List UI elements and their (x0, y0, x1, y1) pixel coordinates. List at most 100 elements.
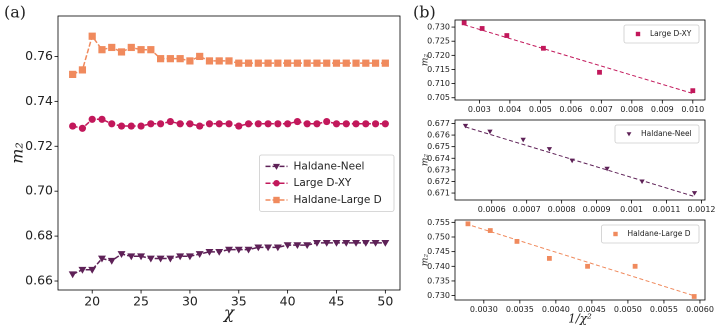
marker (273, 244, 282, 252)
marker (371, 120, 380, 128)
marker (98, 255, 106, 263)
marker (186, 57, 194, 65)
marker (157, 55, 165, 63)
marker (68, 271, 77, 279)
marker (215, 248, 224, 256)
marker (166, 117, 174, 126)
legend: Haldane-Large D (601, 224, 700, 244)
x-tick-label: 0.0040 (542, 305, 570, 314)
y-tick-label: 0.710 (427, 79, 450, 88)
marker (342, 59, 350, 67)
fit-line (465, 223, 697, 297)
marker (98, 115, 106, 123)
x-tick-label: 0.004 (498, 105, 521, 114)
marker (117, 122, 126, 130)
marker (235, 59, 243, 67)
y-tick-label: 0.672 (427, 177, 450, 186)
marker (303, 120, 311, 128)
marker (88, 115, 96, 123)
marker (323, 117, 331, 126)
y-tick-label: 0.735 (427, 276, 450, 285)
legend: Large D-XY (623, 24, 700, 44)
y-tick-label: 0.677 (427, 119, 450, 128)
marker (313, 59, 321, 67)
x-axis-label: χ (223, 304, 236, 324)
y-tick-label: 0.68 (25, 228, 53, 243)
marker (342, 120, 350, 128)
panel-label: (a) (4, 3, 26, 22)
marker (520, 137, 526, 143)
legend-marker (273, 180, 280, 187)
marker (137, 46, 145, 54)
x-tick-label: 0.0055 (650, 305, 678, 314)
x-tick-label: 0.0045 (578, 305, 606, 314)
marker (352, 239, 360, 247)
y-tick-label: 0.725 (427, 37, 450, 46)
marker (244, 59, 253, 67)
x-tick-label: 40 (280, 293, 296, 308)
y-axis-label: m₂ (421, 54, 431, 67)
marker (569, 158, 575, 164)
plot-frame (454, 219, 706, 301)
marker (303, 59, 311, 67)
marker (254, 59, 262, 67)
marker (332, 239, 341, 247)
x-tick-label: 35 (231, 293, 247, 308)
marker (205, 248, 214, 256)
marker (381, 239, 390, 247)
y-tick-label: 0.76 (25, 48, 53, 63)
marker (108, 120, 116, 128)
marker (283, 242, 292, 250)
marker (196, 52, 204, 61)
x-tick-label: 20 (84, 293, 100, 308)
marker (504, 33, 510, 38)
marker (274, 120, 282, 128)
y-tick-label: 0.74 (25, 93, 53, 108)
marker (225, 246, 233, 254)
marker (78, 266, 87, 274)
x-tick-label: 0.0009 (583, 205, 611, 214)
marker (225, 57, 233, 65)
marker (585, 263, 590, 269)
legend: Haldane-Neel (614, 124, 700, 144)
x-tick-label: 0.006 (559, 105, 582, 114)
marker (487, 228, 493, 233)
legend-label: Haldane-Neel (294, 160, 365, 172)
marker (284, 120, 292, 128)
marker (176, 120, 184, 128)
legend-box (623, 24, 700, 44)
x-tick-label: 0.0011 (653, 205, 681, 214)
marker (176, 253, 185, 261)
marker (137, 122, 145, 130)
y-tick-label: 0.70 (25, 183, 53, 198)
legend-label: Large D-XY (294, 177, 352, 189)
marker (69, 70, 77, 78)
marker (78, 124, 87, 132)
marker (514, 238, 520, 244)
plot-frame (454, 119, 706, 201)
marker (117, 251, 126, 259)
marker (166, 255, 175, 263)
x-tick-label: 0.0008 (548, 205, 576, 214)
y-tick-label: 0.730 (427, 291, 450, 300)
legend-label: Haldane-Neel (641, 129, 692, 138)
panel-label: (b) (413, 3, 436, 22)
x-tick-label: 0.005 (529, 105, 552, 114)
marker (195, 251, 204, 259)
x-tick-label: 0.0030 (470, 305, 498, 314)
marker (546, 147, 553, 152)
x-tick-label: 0.010 (681, 105, 704, 114)
marker (362, 59, 370, 67)
marker (274, 59, 282, 67)
marker (147, 120, 155, 128)
marker (332, 120, 341, 128)
marker (293, 117, 301, 126)
x-tick-label: 0.0035 (506, 305, 534, 314)
x-tick-label: 0.0007 (513, 205, 541, 214)
x-tick-label: 0.001 (620, 205, 643, 214)
y-tick-label: 0.66 (25, 273, 53, 288)
marker (312, 239, 321, 247)
legend-marker (272, 163, 281, 170)
marker (332, 59, 341, 67)
y-tick-label: 0.750 (427, 232, 450, 241)
